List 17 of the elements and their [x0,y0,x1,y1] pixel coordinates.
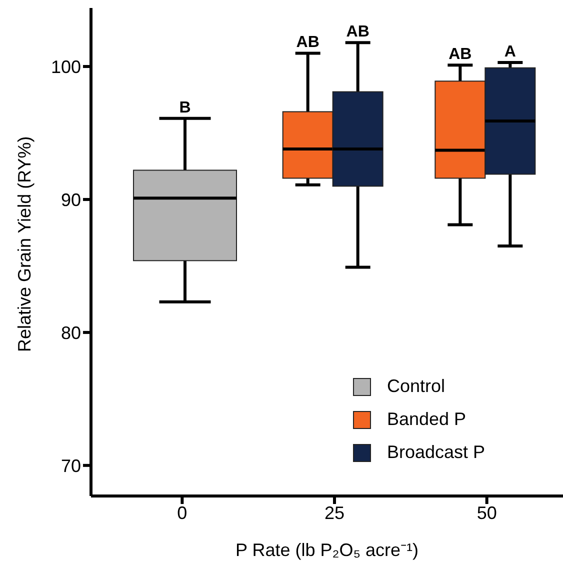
y-tick-label: 100 [50,56,81,77]
x-axis-title: P Rate (lb P₂O₅ acre⁻¹) [236,540,418,560]
legend-label: Broadcast P [387,442,486,463]
x-tick-label: 0 [177,502,188,523]
annotation: AB [346,24,370,41]
x-tick-label: 25 [324,502,345,523]
legend-label: Banded P [387,409,466,430]
legend-label: Control [387,376,446,397]
y-tick-label: 90 [60,190,81,210]
y-tick-label: 80 [60,322,81,343]
x-tick-label: 50 [476,502,497,523]
annotation: AB [296,34,320,52]
annotation: AB [448,46,472,64]
y-tick-label: 70 [60,456,81,476]
annotation: B [179,99,191,116]
y-axis-title: Relative Grain Yield (RY%) [14,136,34,352]
annotation: A [504,44,516,61]
